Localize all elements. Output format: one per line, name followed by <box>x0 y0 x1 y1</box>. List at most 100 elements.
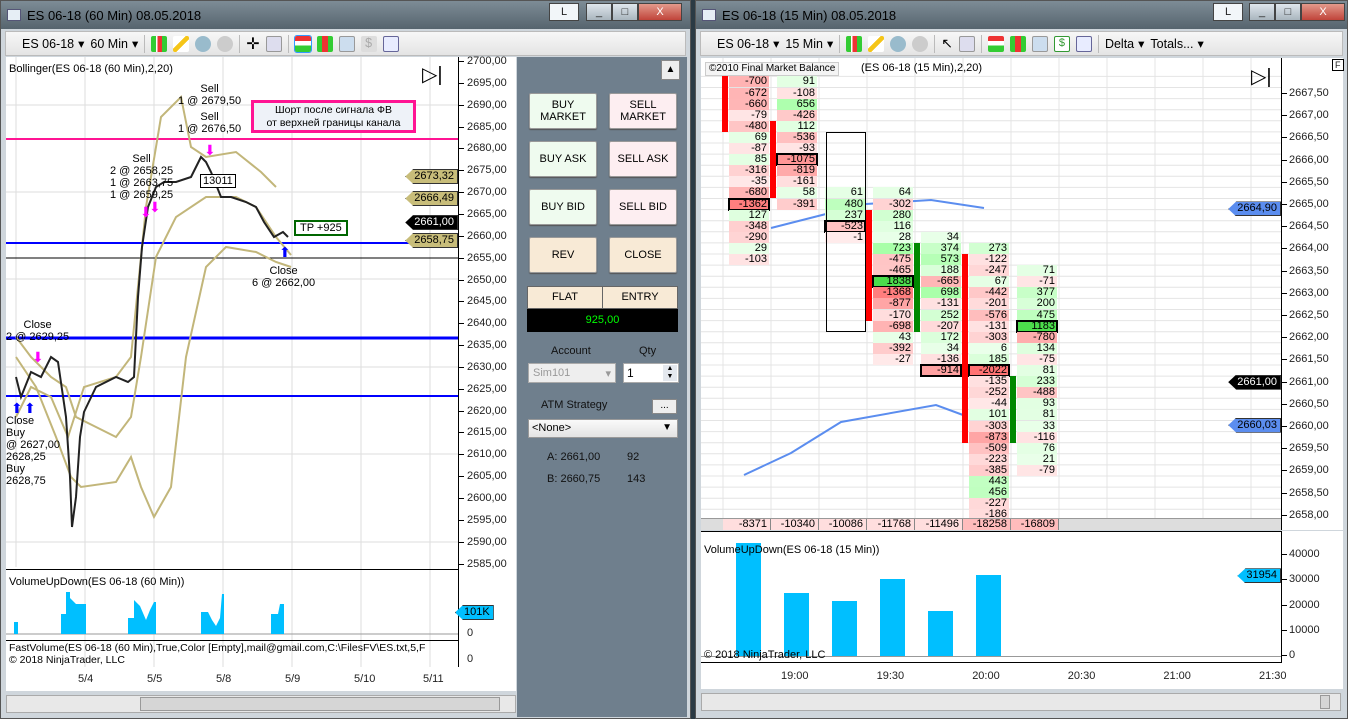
right-chart-window: ES 06-18 (15 Min) 08.05.2018 L _ □ X ES … <box>695 0 1348 719</box>
pointer-icon[interactable]: ↖ <box>941 35 953 51</box>
f-button[interactable]: F <box>1332 59 1344 71</box>
reverse-button[interactable]: REV <box>529 237 597 273</box>
volume-bar <box>928 611 953 656</box>
link-button[interactable]: L <box>549 3 579 21</box>
price-tick: 2595,00 <box>467 513 507 526</box>
chart-trader-panel: ▲ BUY MARKET SELL MARKET BUY ASK SELL AS… <box>517 57 687 717</box>
time-tick: 5/9 <box>285 673 301 685</box>
left-chart-window: ES 06-18 (60 Min) 08.05.2018 L _ □ X ES … <box>0 0 691 719</box>
minimize-button[interactable]: _ <box>586 3 612 21</box>
zoom-out-icon[interactable] <box>912 35 929 52</box>
chart-style-icon[interactable] <box>151 35 168 52</box>
instrument-selector[interactable]: ES 06-18 ▾ <box>717 36 779 52</box>
buy-ask-button[interactable]: BUY ASK <box>529 141 597 177</box>
footprint-cell: 91 <box>777 76 817 88</box>
footprint-cell: 34 <box>921 342 961 354</box>
volume-marker: 31954 <box>1237 568 1281 584</box>
indicators-icon[interactable] <box>338 35 355 52</box>
horizontal-scrollbar[interactable] <box>701 693 1341 711</box>
sell-ask-button[interactable]: SELL ASK <box>609 141 677 177</box>
tick-mark <box>459 170 464 172</box>
price-marker: 2673,32 <box>405 169 458 184</box>
tick-mark <box>1282 359 1287 361</box>
time-tick: 5/4 <box>78 673 94 685</box>
close-position-button[interactable]: CLOSE <box>609 237 677 273</box>
time-axis[interactable]: 19:00 19:30 20:00 20:30 21:00 21:30 <box>701 663 1343 689</box>
qty-stepper[interactable]: 1 ▲ ▼ <box>623 363 679 383</box>
scrollbar-thumb[interactable] <box>140 697 500 711</box>
candlestick-icon[interactable] <box>1009 35 1026 52</box>
buy-bid-button[interactable]: BUY BID <box>529 189 597 225</box>
bollinger-upper <box>770 198 985 229</box>
divider <box>1097 34 1099 53</box>
atm-strategy-button[interactable]: ... <box>652 399 677 414</box>
footprint-candle-body <box>962 254 968 443</box>
pencil-icon[interactable] <box>173 35 190 52</box>
tick-mark <box>459 410 464 412</box>
tp-label[interactable]: TP +925 <box>294 220 348 236</box>
maximize-button[interactable]: □ <box>1275 3 1301 21</box>
properties-icon[interactable] <box>1075 35 1092 52</box>
annotation-box[interactable]: Шорт после сигнала ФВ от верхней границы… <box>251 100 416 133</box>
close-window-button[interactable]: X <box>638 3 682 21</box>
price-chart[interactable]: ⬇ ⬇ ⬇ ⬇ ⬆ ⬆ ⬆ Bollinger(ES 06-18 (60 Min),2,2… <box>6 57 458 667</box>
footprint-chart[interactable]: ©2010 Final Market Balance (ES 06-18 (15… <box>701 58 1281 530</box>
atm-strategy-dropdown[interactable]: <None> ▼ <box>528 419 678 438</box>
maximize-button[interactable]: □ <box>612 3 638 21</box>
properties-icon[interactable] <box>382 35 399 52</box>
footprint-cell: -819 <box>777 165 817 177</box>
fastvolume-label: FastVolume(ES 06-18 (60 Min),True,Color … <box>9 642 426 654</box>
buy-market-button[interactable]: BUY MARKET <box>529 93 597 129</box>
sell-bid-button[interactable]: SELL BID <box>609 189 677 225</box>
dollar-icon[interactable]: $ <box>1053 35 1070 52</box>
time-tick: 19:00 <box>781 670 809 682</box>
account-dropdown[interactable]: Sim101 ▾ <box>528 363 616 383</box>
magnifier-icon[interactable] <box>958 35 975 52</box>
magnifier-icon[interactable] <box>265 35 282 52</box>
tick-mark <box>1282 270 1287 272</box>
price-axis[interactable]: F 2667,50 2667,00 2666,50 2666,00 2665,50 266… <box>1281 58 1344 530</box>
stepper-arrows-icon[interactable]: ▲ ▼ <box>663 365 677 381</box>
zoom-in-icon[interactable] <box>195 35 212 52</box>
dollar-icon[interactable]: $ <box>360 35 377 52</box>
interval-selector[interactable]: 60 Min ▾ <box>90 36 138 52</box>
footprint-cell: -75 <box>1017 353 1057 365</box>
tick-mark <box>459 388 464 390</box>
chart-style-icon[interactable] <box>846 35 863 52</box>
chart-trader-icon[interactable] <box>987 35 1004 52</box>
sell-marker-mid: Sell 2 @ 2658,25 1 @ 2663,75 1 @ 2659,25 <box>110 153 174 201</box>
footprint-cell: -660 <box>729 98 769 110</box>
totals-selector[interactable]: Totals... ▾ <box>1150 36 1203 52</box>
volume-axis[interactable]: 40000 30000 20000 10000 0 <box>1281 531 1343 663</box>
footprint-cell: -170 <box>873 309 913 321</box>
collapse-panel-button[interactable]: ▲ <box>661 60 680 80</box>
total-cell: -11496 <box>915 519 963 530</box>
instrument-selector[interactable]: ES 06-18 ▾ <box>22 36 84 52</box>
time-axis[interactable]: 5/4 5/5 5/8 5/9 5/10 5/11 <box>6 667 516 691</box>
go-to-end-icon[interactable]: ▷| <box>1251 66 1272 88</box>
interval-selector[interactable]: 15 Min ▾ <box>785 36 833 52</box>
chart-trader-icon[interactable] <box>293 34 312 53</box>
horizontal-scrollbar[interactable] <box>6 695 516 713</box>
crosshair-icon[interactable]: ✛ <box>246 35 260 53</box>
candlestick-icon[interactable] <box>316 35 333 52</box>
account-value: Sim101 <box>533 367 571 379</box>
tick-mark <box>1282 629 1287 631</box>
go-to-end-icon[interactable]: ▷| <box>422 64 443 86</box>
link-button[interactable]: L <box>1213 3 1243 21</box>
indicators-icon[interactable] <box>1031 35 1048 52</box>
scrollbar-thumb[interactable] <box>1320 695 1330 709</box>
sell-market-button[interactable]: SELL MARKET <box>609 93 677 129</box>
price-axis[interactable]: 2700,00 2695,00 2690,00 2685,00 2680,00 2675,… <box>455 55 516 667</box>
delta-selector[interactable]: Delta ▾ <box>1105 36 1144 52</box>
pencil-icon[interactable] <box>868 35 885 52</box>
close-window-button[interactable]: X <box>1301 3 1345 21</box>
footprint-cell: 656 <box>777 98 817 110</box>
tick-mark <box>1282 514 1287 516</box>
footprint-cell: -1362 <box>728 197 770 211</box>
zoom-out-icon[interactable] <box>217 35 234 52</box>
zoom-in-icon[interactable] <box>890 35 907 52</box>
price-marker: 2658,75 <box>405 233 458 248</box>
minimize-button[interactable]: _ <box>1249 3 1275 21</box>
footprint-cell: -316 <box>729 165 769 177</box>
